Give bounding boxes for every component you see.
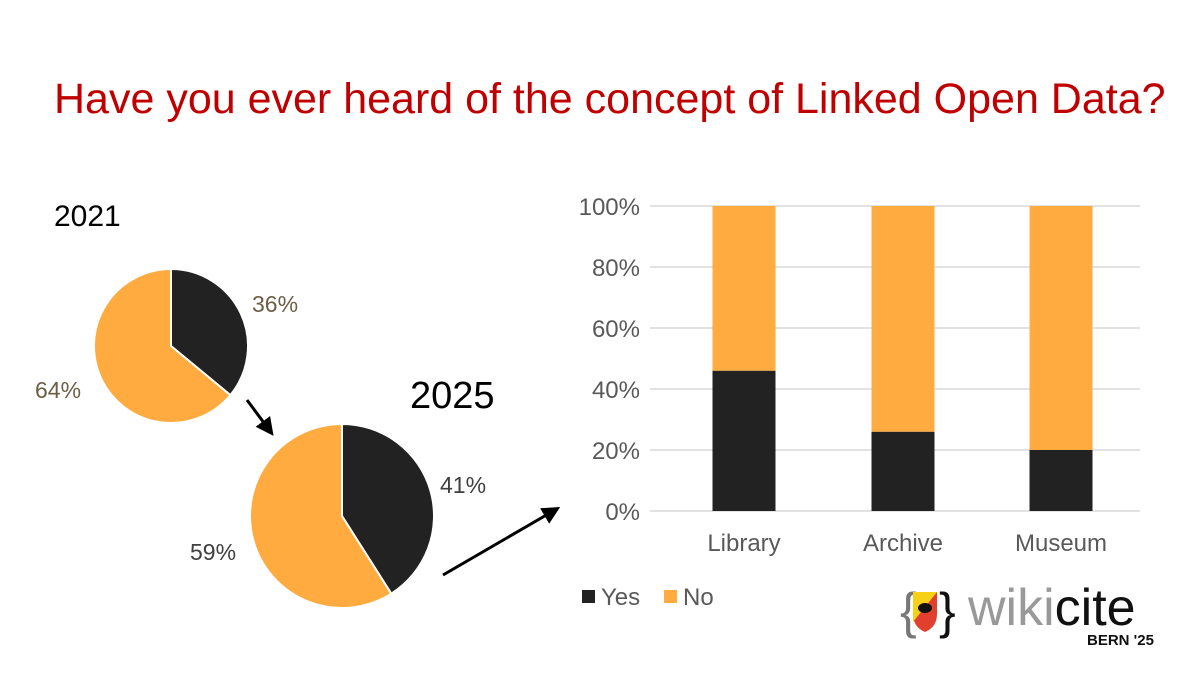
y-tick-label: 40% [592, 377, 640, 404]
pie-slice-yes [170, 267, 249, 397]
slide-title: Have you ever heard of the concept of Li… [54, 75, 1166, 123]
pie-label: 36% [252, 291, 298, 317]
x-tick-label: Archive [863, 530, 943, 557]
y-tick-label: 100% [579, 194, 640, 221]
legend-label: Yes [601, 584, 640, 611]
bar-yes [712, 370, 776, 511]
bar-yes [871, 431, 935, 511]
bar-no [712, 206, 776, 371]
y-tick-label: 60% [592, 316, 640, 343]
svg-text:BERN '25: BERN '25 [1087, 632, 1154, 649]
bar-no [1029, 206, 1093, 450]
svg-text:}: } [939, 583, 956, 639]
y-tick-label: 80% [592, 255, 640, 282]
pie-2021-title: 2021 [54, 200, 121, 233]
y-tick-label: 20% [592, 438, 640, 465]
x-tick-label: Museum [1015, 530, 1107, 557]
pie-label: 64% [35, 377, 81, 403]
legend-swatch-yes [582, 590, 595, 603]
legend-swatch-no [664, 590, 677, 603]
pie-slice-no [249, 422, 393, 609]
bar-yes [1029, 450, 1093, 511]
pie-label: 41% [440, 472, 486, 498]
x-tick-label: Library [707, 530, 780, 557]
wikicite-logo: { } wikicite BERN '25 [900, 579, 1154, 649]
arrow-icon [442, 506, 561, 577]
legend-label: No [683, 584, 714, 611]
arrow-icon [245, 399, 274, 436]
brace-icon: { [900, 583, 917, 639]
y-tick-label: 0% [605, 499, 640, 526]
bar-no [871, 206, 935, 432]
pie-label: 59% [190, 539, 236, 565]
pie-2025-title: 2025 [410, 375, 495, 417]
svg-text:wikicite: wikicite [967, 579, 1136, 637]
pie-slice-no [93, 267, 232, 424]
